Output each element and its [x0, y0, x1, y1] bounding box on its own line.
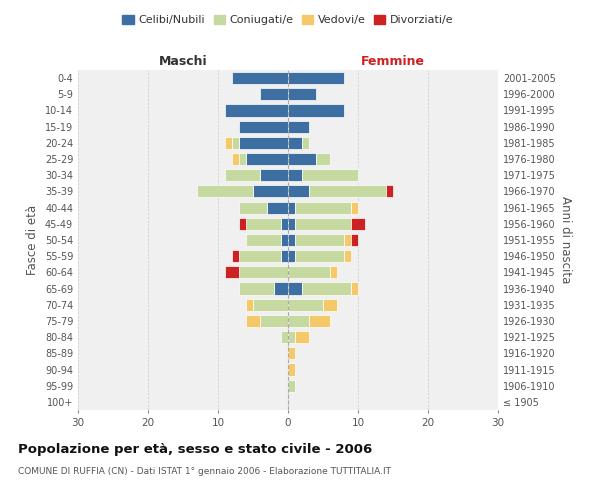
Bar: [295, 234, 344, 246]
Bar: [288, 88, 316, 101]
Bar: [288, 234, 295, 246]
Bar: [288, 202, 295, 213]
Bar: [288, 348, 295, 360]
Bar: [309, 315, 330, 327]
Bar: [288, 380, 295, 392]
Bar: [281, 234, 288, 246]
Bar: [316, 153, 330, 165]
Bar: [302, 169, 358, 181]
Bar: [239, 153, 246, 165]
Bar: [239, 120, 288, 132]
Bar: [309, 186, 386, 198]
Bar: [260, 169, 288, 181]
Bar: [246, 315, 260, 327]
Bar: [246, 298, 253, 311]
Bar: [288, 266, 330, 278]
Text: Popolazione per età, sesso e stato civile - 2006: Popolazione per età, sesso e stato civil…: [18, 442, 372, 456]
Bar: [225, 104, 288, 117]
Bar: [344, 234, 351, 246]
Bar: [288, 104, 344, 117]
Bar: [246, 234, 281, 246]
Bar: [288, 282, 302, 294]
Bar: [246, 153, 288, 165]
Bar: [274, 282, 288, 294]
Bar: [288, 298, 323, 311]
Bar: [288, 250, 295, 262]
Bar: [239, 266, 288, 278]
Y-axis label: Anni di nascita: Anni di nascita: [559, 196, 572, 284]
Text: Maschi: Maschi: [158, 54, 208, 68]
Bar: [225, 266, 239, 278]
Bar: [288, 120, 309, 132]
Bar: [225, 137, 232, 149]
Bar: [351, 282, 358, 294]
Y-axis label: Fasce di età: Fasce di età: [26, 205, 39, 275]
Bar: [225, 169, 260, 181]
Bar: [295, 250, 344, 262]
Bar: [288, 331, 295, 343]
Bar: [295, 202, 351, 213]
Bar: [288, 72, 344, 84]
Bar: [288, 315, 309, 327]
Bar: [281, 331, 288, 343]
Bar: [281, 250, 288, 262]
Bar: [239, 202, 267, 213]
Bar: [260, 315, 288, 327]
Text: COMUNE DI RUFFIA (CN) - Dati ISTAT 1° gennaio 2006 - Elaborazione TUTTITALIA.IT: COMUNE DI RUFFIA (CN) - Dati ISTAT 1° ge…: [18, 468, 391, 476]
Bar: [267, 202, 288, 213]
Bar: [232, 153, 239, 165]
Bar: [351, 202, 358, 213]
Bar: [288, 186, 309, 198]
Bar: [239, 137, 288, 149]
Bar: [330, 266, 337, 278]
Bar: [351, 218, 365, 230]
Bar: [302, 137, 309, 149]
Bar: [232, 72, 288, 84]
Bar: [386, 186, 393, 198]
Bar: [344, 250, 351, 262]
Bar: [253, 298, 288, 311]
Bar: [323, 298, 337, 311]
Bar: [295, 331, 309, 343]
Bar: [197, 186, 253, 198]
Bar: [232, 250, 239, 262]
Bar: [288, 137, 302, 149]
Bar: [239, 250, 281, 262]
Bar: [239, 282, 274, 294]
Bar: [288, 153, 316, 165]
Bar: [302, 282, 351, 294]
Text: Femmine: Femmine: [361, 54, 425, 68]
Bar: [260, 88, 288, 101]
Bar: [295, 218, 351, 230]
Bar: [288, 218, 295, 230]
Bar: [288, 364, 295, 376]
Bar: [253, 186, 288, 198]
Bar: [351, 234, 358, 246]
Legend: Celibi/Nubili, Coniugati/e, Vedovi/e, Divorziati/e: Celibi/Nubili, Coniugati/e, Vedovi/e, Di…: [118, 10, 458, 30]
Bar: [246, 218, 281, 230]
Bar: [288, 169, 302, 181]
Bar: [281, 218, 288, 230]
Bar: [239, 218, 246, 230]
Bar: [232, 137, 239, 149]
